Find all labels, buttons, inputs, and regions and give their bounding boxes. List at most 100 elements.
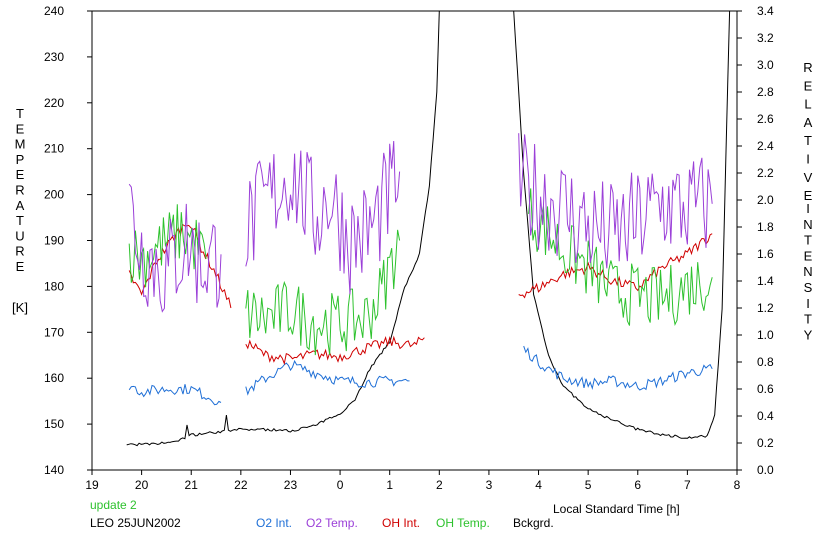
right-label-letter: N xyxy=(803,217,812,232)
plot-frame xyxy=(91,10,738,471)
right-tick-label: 0.6 xyxy=(757,382,774,396)
left-axis-ticks: 140 150 160 170 180 190 200 210 220 230 240 xyxy=(44,4,92,477)
x-tick-label: 8 xyxy=(734,478,741,492)
series-line-oh-temp xyxy=(245,229,401,356)
left-tick-label: 160 xyxy=(44,371,64,385)
right-label-letter: Y xyxy=(804,327,813,342)
left-label-letter: R xyxy=(15,244,24,259)
right-label-letter: L xyxy=(804,97,811,112)
left-label-letter: E xyxy=(16,121,25,136)
left-label-letter: T xyxy=(16,213,24,228)
series-line-bckgrd xyxy=(513,10,731,439)
series-line-o2-int xyxy=(523,345,713,391)
right-tick-label: 0.2 xyxy=(757,436,774,450)
series-line-o2-temp xyxy=(128,183,222,313)
right-label-letter: A xyxy=(804,115,813,130)
series-line-o2-int xyxy=(245,359,410,396)
right-label-letter: E xyxy=(804,248,813,263)
series-line-oh-temp xyxy=(528,188,713,327)
right-label-letter: T xyxy=(804,312,812,327)
right-tick-label: 0.8 xyxy=(757,355,774,369)
left-tick-label: 140 xyxy=(44,463,64,477)
right-label-letter: V xyxy=(804,170,813,185)
right-tick-label: 2.0 xyxy=(757,193,774,207)
series-line-bckgrd xyxy=(126,10,440,447)
left-tick-label: 210 xyxy=(44,142,64,156)
legend-bckgrd: Bckgrd. xyxy=(513,516,554,530)
right-tick-label: 1.2 xyxy=(757,301,774,315)
x-tick-label: 1 xyxy=(386,478,393,492)
left-tick-label: 170 xyxy=(44,325,64,339)
left-label-letter: M xyxy=(15,137,26,152)
right-tick-label: 2.6 xyxy=(757,112,774,126)
right-tick-label: 0.0 xyxy=(757,463,774,477)
right-label-letter: T xyxy=(804,233,812,248)
x-tick-label: 5 xyxy=(585,478,592,492)
x-tick-label: 3 xyxy=(486,478,493,492)
legend-o2-int: O2 Int. xyxy=(256,516,292,530)
right-label-letter: S xyxy=(804,280,813,295)
x-tick-label: 22 xyxy=(234,478,248,492)
series-line-o2-temp xyxy=(245,140,401,295)
series-line-o2-temp xyxy=(518,133,713,269)
left-label-letter: T xyxy=(16,106,24,121)
left-tick-label: 220 xyxy=(44,96,64,110)
left-tick-label: 200 xyxy=(44,188,64,202)
update-label: update 2 xyxy=(90,498,137,512)
right-tick-label: 1.0 xyxy=(757,328,774,342)
x-tick-label: 6 xyxy=(634,478,641,492)
right-tick-label: 3.4 xyxy=(757,4,774,18)
right-tick-label: 2.2 xyxy=(757,166,774,180)
x-axis-ticks: 19 20 21 22 23 0 1 2 3 4 5 6 7 8 xyxy=(85,470,741,492)
x-tick-label: 19 xyxy=(85,478,99,492)
series-line-oh-int xyxy=(518,233,713,299)
right-label-letter: I xyxy=(806,152,810,167)
series-layer xyxy=(126,10,731,447)
right-tick-label: 2.4 xyxy=(757,139,774,153)
series-line-oh-int xyxy=(245,335,425,366)
left-axis-unit: [K] xyxy=(12,300,28,315)
left-label-letter: R xyxy=(15,183,24,198)
right-label-letter: I xyxy=(806,296,810,311)
right-tick-label: 0.4 xyxy=(757,409,774,423)
legend-oh-temp: OH Temp. xyxy=(436,516,490,530)
x-tick-label: 2 xyxy=(436,478,443,492)
left-label-letter: E xyxy=(16,167,25,182)
station-date-label: LEO 25JUN2002 xyxy=(90,516,181,530)
left-label-letter: A xyxy=(16,198,25,213)
legend: O2 Int. O2 Temp. OH Int. OH Temp. Bckgrd… xyxy=(256,516,554,530)
left-tick-label: 180 xyxy=(44,279,64,293)
right-axis-ticks: 0.0 0.2 0.4 0.6 0.8 1.0 1.2 1.4 1.6 1.8 2.0 2.2 2.4 2… xyxy=(737,4,774,477)
right-tick-label: 3.0 xyxy=(757,58,774,72)
right-label-letter: T xyxy=(804,133,812,148)
right-label-letter: E xyxy=(804,188,813,203)
left-tick-label: 150 xyxy=(44,417,64,431)
x-tick-label: 0 xyxy=(337,478,344,492)
right-tick-label: 2.8 xyxy=(757,85,774,99)
legend-o2-temp: O2 Temp. xyxy=(306,516,358,530)
legend-oh-int: OH Int. xyxy=(382,516,420,530)
right-tick-label: 1.8 xyxy=(757,220,774,234)
x-tick-label: 4 xyxy=(535,478,542,492)
right-tick-label: 1.4 xyxy=(757,274,774,288)
x-tick-label: 23 xyxy=(284,478,298,492)
right-label-letter: I xyxy=(806,201,810,216)
left-label-letter: E xyxy=(16,259,25,274)
right-label-letter: E xyxy=(804,78,813,93)
left-label-letter: U xyxy=(15,228,24,243)
left-tick-label: 190 xyxy=(44,234,64,248)
left-tick-label: 240 xyxy=(44,4,64,18)
left-label-letter: P xyxy=(16,152,25,167)
x-tick-label: 20 xyxy=(135,478,149,492)
x-tick-label: 21 xyxy=(185,478,199,492)
right-label-letter: N xyxy=(803,264,812,279)
series-line-o2-int xyxy=(128,384,222,406)
x-axis-label: Local Standard Time [h] xyxy=(553,502,680,516)
x-tick-label: 7 xyxy=(684,478,691,492)
right-label-letter: R xyxy=(803,60,812,75)
right-tick-label: 1.6 xyxy=(757,247,774,261)
right-tick-label: 3.2 xyxy=(757,31,774,45)
